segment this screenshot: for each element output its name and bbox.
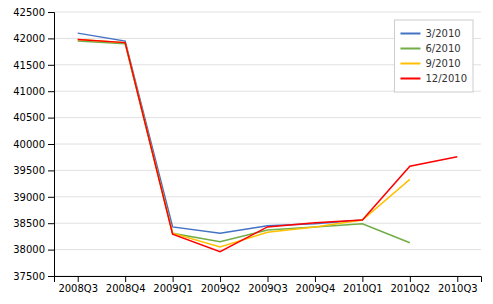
- y-tick-label: 39000: [13, 192, 45, 203]
- legend-swatch: [400, 63, 420, 65]
- y-axis-line: [48, 13, 55, 277]
- y-axis: 37500 38000 38500 39000 39500 40000 40500 41000…: [13, 7, 54, 282]
- y-tick-label: 39500: [13, 165, 45, 176]
- legend-label: 6/2010: [425, 43, 460, 54]
- y-tick: 40500: [13, 112, 54, 123]
- grid-line: [54, 223, 481, 224]
- y-tick: 39000: [13, 192, 54, 203]
- x-tick: 2010Q1: [343, 276, 383, 294]
- y-tick-mark: [48, 38, 54, 39]
- grid-line: [54, 170, 481, 171]
- y-tick-mark: [48, 170, 54, 171]
- legend-swatch: [400, 48, 420, 50]
- legend: 3/2010 6/2010 9/2010 12/2010: [394, 20, 473, 92]
- y-tick-mark: [48, 276, 54, 277]
- x-tick-mark: [268, 276, 269, 282]
- x-tick-label: 2009Q3: [248, 283, 288, 294]
- y-tick-mark: [48, 118, 54, 119]
- x-tick-label: 2009Q1: [153, 283, 193, 294]
- y-tick: 42500: [13, 7, 54, 18]
- y-tick-label: 42000: [13, 33, 45, 44]
- legend-box: [394, 20, 473, 92]
- x-tick-mark: [173, 276, 174, 282]
- y-tick-mark: [48, 91, 54, 92]
- x-tick-mark: [410, 276, 411, 282]
- y-tick-mark: [48, 197, 54, 198]
- grid-line: [54, 12, 481, 13]
- y-tick-label: 37500: [13, 271, 45, 282]
- x-tick-label: 2010Q3: [438, 283, 478, 294]
- y-tick-mark: [48, 223, 54, 224]
- x-tick-mark: [125, 276, 126, 282]
- y-tick-label: 38000: [13, 244, 45, 255]
- x-tick-label: 2009Q2: [201, 283, 241, 294]
- x-tick: 2009Q1: [153, 276, 193, 294]
- y-tick: 41500: [13, 60, 54, 71]
- legend-label: 9/2010: [425, 58, 460, 69]
- x-tick: 2009Q2: [201, 276, 241, 294]
- x-tick: 2009Q3: [248, 276, 288, 294]
- chart: 37500 38000 38500 39000 39500 40000 40500 41000…: [0, 0, 493, 304]
- x-tick: 2008Q3: [58, 276, 98, 294]
- grid-line: [54, 196, 481, 197]
- y-tick-mark: [48, 65, 54, 66]
- x-tick-mark: [220, 276, 221, 282]
- y-tick-mark: [48, 144, 54, 145]
- y-tick: 37500: [13, 271, 54, 282]
- x-tick-label: 2010Q2: [390, 283, 430, 294]
- x-tick-label: 2008Q3: [58, 283, 98, 294]
- x-tick: 2009Q4: [296, 276, 336, 294]
- y-tick-label: 41500: [13, 60, 45, 71]
- grid-line: [54, 117, 481, 118]
- y-tick-mark: [48, 12, 54, 13]
- grid-line: [54, 144, 481, 145]
- x-tick-label: 2008Q4: [106, 283, 146, 294]
- y-tick-label: 41000: [13, 86, 45, 97]
- y-tick: 42000: [13, 33, 54, 44]
- series-line: [78, 39, 410, 247]
- y-tick-label: 40000: [13, 139, 45, 150]
- x-tick-mark: [315, 276, 316, 282]
- x-tick-label: 2010Q1: [343, 283, 383, 294]
- y-tick: 38500: [13, 218, 54, 229]
- x-tick: 2010Q3: [438, 276, 478, 294]
- x-tick-mark: [78, 276, 79, 282]
- legend-label: 3/2010: [425, 28, 460, 39]
- legend-label: 12/2010: [425, 73, 467, 84]
- y-tick-mark: [48, 250, 54, 251]
- y-tick: 38000: [13, 244, 54, 255]
- x-tick: 2008Q4: [106, 276, 146, 294]
- series-line: [78, 41, 410, 243]
- series-line: [78, 33, 363, 233]
- y-tick: 41000: [13, 86, 54, 97]
- y-tick-label: 40500: [13, 112, 45, 123]
- y-tick: 39500: [13, 165, 54, 176]
- y-tick: 40000: [13, 139, 54, 150]
- legend-swatch: [400, 33, 420, 35]
- y-tick-label: 38500: [13, 218, 45, 229]
- grid-line: [54, 249, 481, 250]
- x-axis-line: [55, 277, 482, 283]
- legend-swatch: [400, 78, 420, 80]
- x-tick-mark: [362, 276, 363, 282]
- x-tick-label: 2009Q4: [296, 283, 336, 294]
- grid: [54, 12, 481, 276]
- x-tick: 2010Q2: [390, 276, 430, 294]
- plot: 37500 38000 38500 39000 39500 40000 40500 41000…: [13, 7, 481, 294]
- x-axis: 2008Q3 2008Q4 2009Q1 2009Q2 2009Q3 2009Q4 2010…: [55, 276, 482, 294]
- x-tick-mark: [457, 276, 458, 282]
- y-tick-label: 42500: [13, 7, 45, 18]
